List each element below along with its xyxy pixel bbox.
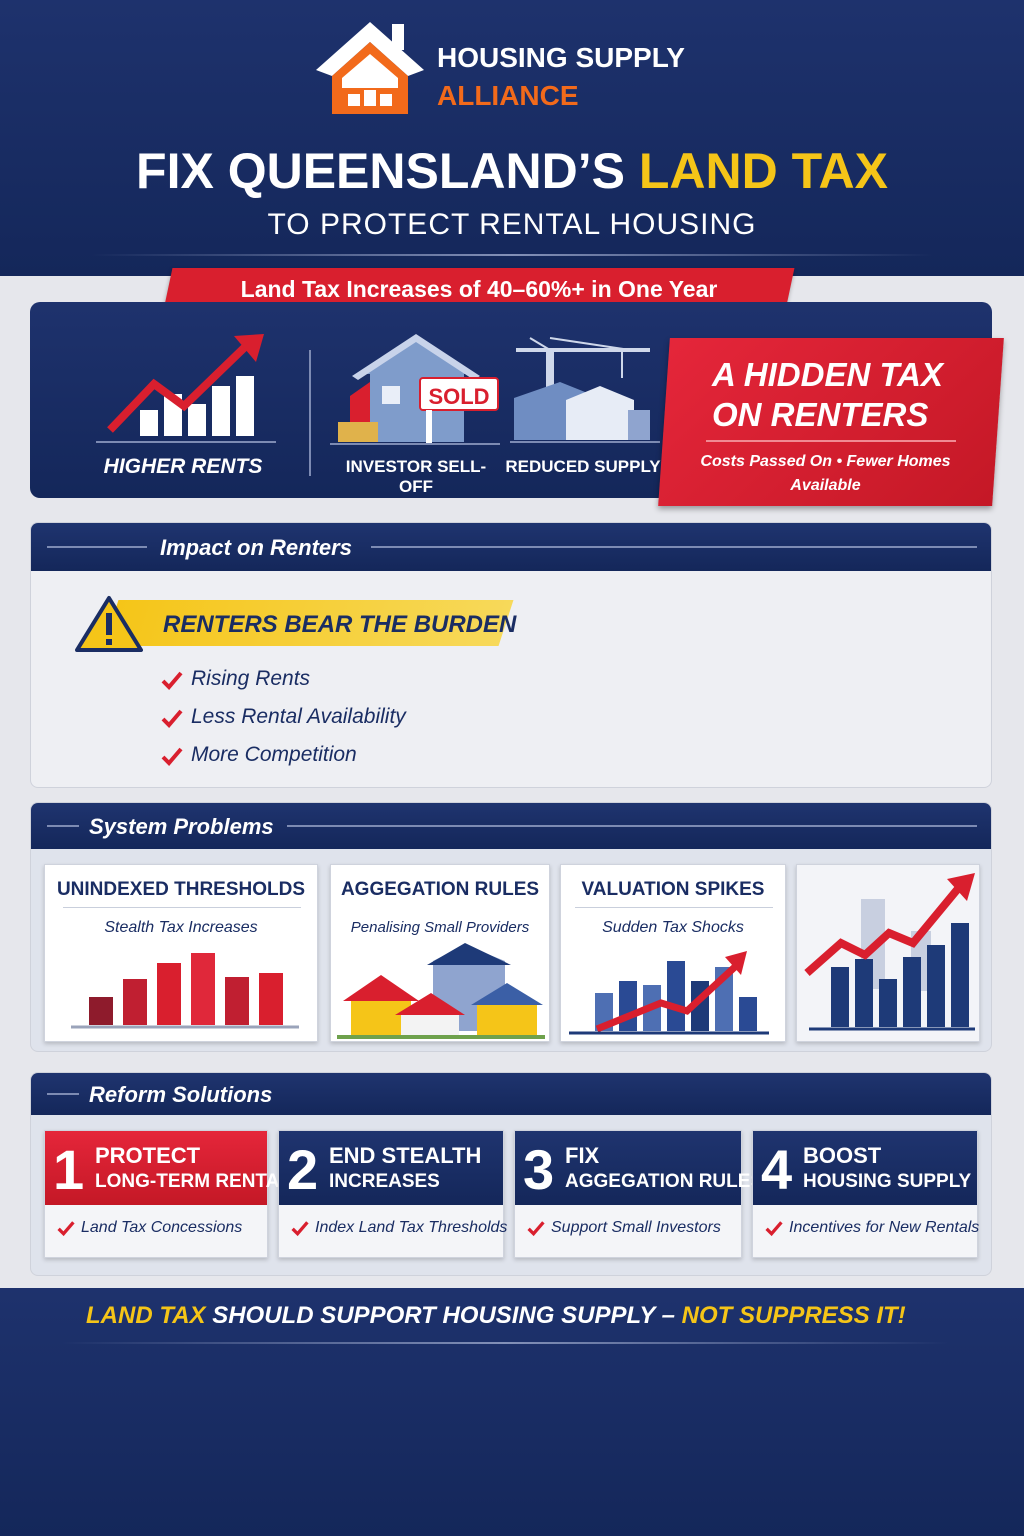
sold-sign: SOLD (428, 384, 490, 409)
solution-card: 4 BOOST HOUSING SUPPLY Incentives for New R… (752, 1130, 980, 1258)
solution-title: LONG-TERM RENTALS (95, 1171, 304, 1192)
problem-card: VALUATION SPIKES Sudden Tax Shocks (560, 864, 786, 1042)
section-heading: System Problems (89, 814, 274, 839)
problem-subtitle: Sudden Tax Shocks (602, 919, 744, 936)
houses-icon (337, 943, 545, 1039)
callout-title: A HIDDEN TAX ON RENTERS (712, 356, 943, 433)
effect-label: REDUCED SUPPLY (505, 457, 661, 476)
solution-card: 1 PROTECT LONG-TERM RENTALS Land Tax Conces… (44, 1130, 304, 1258)
check-icon (765, 1221, 783, 1237)
solution-number: 2 (287, 1138, 319, 1201)
card-rule (575, 907, 773, 908)
logo-icon (316, 22, 424, 114)
solution-card: 2 END STEALTH INCREASES Index Land Tax Thre… (278, 1130, 508, 1258)
solution-title: BOOST (803, 1143, 882, 1168)
solution-header (753, 1131, 977, 1205)
higher-rents-icon (96, 334, 276, 443)
solution-item: Support Small Investors (551, 1219, 721, 1236)
investor-icon (330, 334, 500, 445)
solution-item: Incentives for New Rentals (789, 1219, 980, 1236)
header-rule (287, 825, 977, 827)
solution-title: FIX (565, 1143, 600, 1168)
card-rule (63, 907, 301, 908)
check-icon (291, 1221, 309, 1237)
growth-icon (804, 873, 975, 1031)
title-main: FIX QUEENSLAND’S (136, 143, 625, 199)
problem-title: AGGEGATION RULES (340, 879, 540, 900)
bars-icon (71, 953, 299, 1029)
solution-title: AGGEGATION RULES (565, 1171, 764, 1192)
logo-line1: HOUSING SUPPLY (437, 42, 685, 73)
problem-card: AGGEGATION RULES Penalising Small Provid… (330, 864, 550, 1042)
header-rule (371, 546, 977, 548)
solution-header (515, 1131, 741, 1205)
problem-subtitle: Stealth Tax Increases (104, 919, 258, 936)
footer (0, 1288, 1024, 1536)
solution-title: END STEALTH (329, 1143, 482, 1168)
impact-point: Rising Rents (191, 667, 311, 690)
solution-header (279, 1131, 503, 1205)
footer-end: NOT SUPPRESS IT! (681, 1302, 906, 1329)
warning-icon (75, 596, 143, 652)
logo-line2: ALLIANCE (437, 80, 579, 111)
subtitle: TO PROTECT RENTAL HOUSING (267, 208, 757, 241)
footer-middle: SHOULD SUPPORT HOUSING SUPPLY – (212, 1302, 675, 1329)
banner-text: Land Tax Increases of 40–60%+ in One Yea… (240, 276, 718, 302)
footer-lead: LAND TAX (86, 1302, 206, 1329)
impact-point: More Competition (191, 743, 357, 766)
header (0, 0, 1024, 276)
solution-title: HOUSING SUPPLY (803, 1171, 972, 1192)
solution-title: INCREASES (329, 1171, 440, 1192)
problem-title: VALUATION SPIKES (581, 879, 765, 900)
problem-title: UNINDEXED THRESHOLDS (56, 879, 306, 900)
solution-number: 4 (761, 1138, 793, 1201)
effect-label: INVESTOR SELL-OFF (345, 457, 487, 496)
section-heading: Reform Solutions (89, 1082, 273, 1107)
header-rule (90, 254, 934, 256)
callout-rule (706, 440, 956, 442)
solution-number: 3 (523, 1138, 555, 1201)
solution-number: 1 (53, 1138, 85, 1201)
section-header (31, 1073, 991, 1115)
check-icon (161, 747, 183, 766)
footer-rule (60, 1342, 950, 1344)
divider (309, 350, 311, 476)
solution-item: Land Tax Concessions (81, 1219, 243, 1236)
header-rule (47, 546, 147, 548)
header-rule (47, 1093, 79, 1095)
effect-label: HIGHER RENTS (103, 455, 263, 478)
problem-card: UNINDEXED THRESHOLDS Stealth Tax Increas… (44, 864, 318, 1042)
check-icon (57, 1221, 75, 1237)
problem-subtitle: Penalising Small Providers (350, 919, 530, 936)
check-icon (161, 709, 183, 728)
spike-icon (569, 951, 769, 1035)
solution-header (45, 1131, 267, 1205)
header-rule (47, 825, 79, 827)
reduced-supply-icon (510, 337, 660, 443)
alert-text: RENTERS BEAR THE BURDEN (163, 611, 517, 638)
callout-text: Costs Passed On • Fewer Homes Available (700, 453, 951, 494)
impact-point: Less Rental Availability (191, 705, 406, 728)
title-highlight: LAND TAX (638, 143, 888, 199)
title: FIX QUEENSLAND’S LAND TAX (0, 142, 1024, 200)
solution-card: 3 FIX AGGEGATION RULES Support Small Invest… (514, 1130, 763, 1258)
impact-section: Impact on Renters RENTERS BEAR THE BURDE… (30, 522, 992, 788)
solution-item: Index Land Tax Thresholds (315, 1219, 508, 1236)
check-icon (161, 671, 183, 690)
footer-text: LAND TAX SHOULD SUPPORT HOUSING SUPPLY –… (86, 1302, 906, 1330)
check-icon (527, 1221, 545, 1237)
solution-title: PROTECT (95, 1143, 201, 1168)
section-heading: Impact on Renters (160, 535, 352, 560)
chart-card (796, 864, 980, 1042)
